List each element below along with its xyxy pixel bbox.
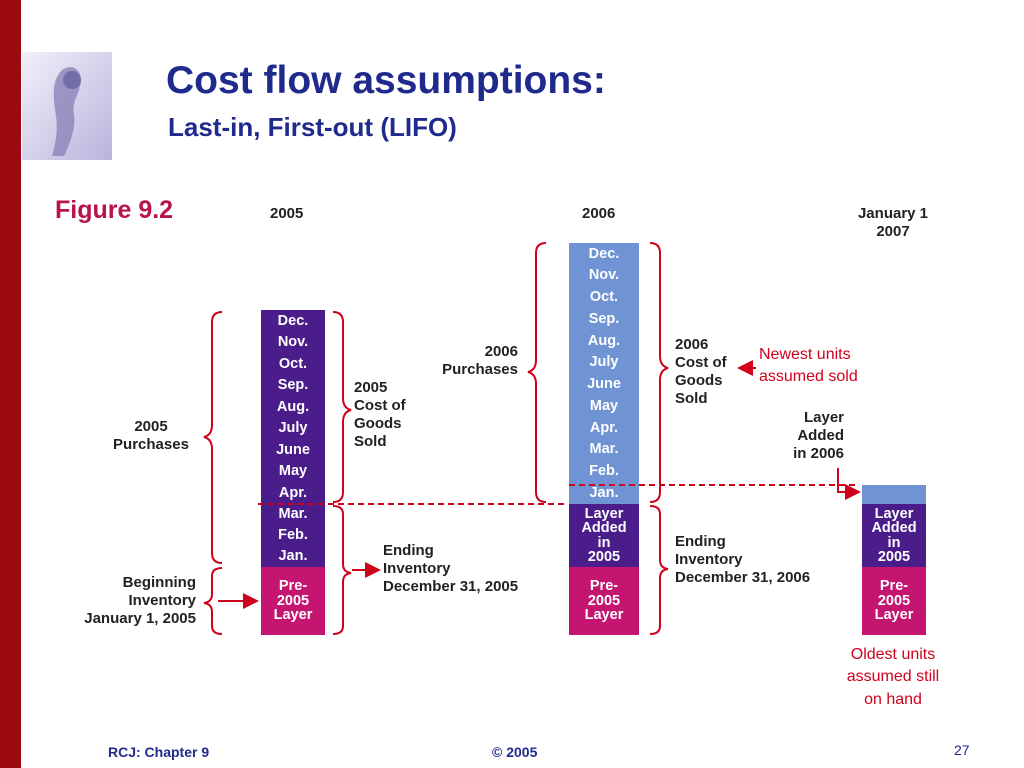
accent-bar <box>0 0 21 768</box>
brace-purchases-2006 <box>527 242 547 503</box>
page-title: Cost flow assumptions: <box>166 59 606 102</box>
column-2006: Dec. Nov. Oct. Sep. Aug. July June May A… <box>569 243 639 635</box>
pre-2005-layer: Pre- 2005 Layer <box>261 567 325 635</box>
footer-chapter: RCJ: Chapter 9 <box>108 744 210 760</box>
layer-label: Layer <box>584 607 624 624</box>
layer-label: Added <box>581 520 627 536</box>
month-label: Oct. <box>589 289 619 306</box>
layer-label: Pre- <box>278 578 308 595</box>
month-label: June <box>276 441 310 458</box>
layer-label: 2005 <box>877 592 911 609</box>
month-label: Mar. <box>589 441 619 458</box>
month-label: Apr. <box>589 419 619 436</box>
label-purchases-2006: 2006 Purchases <box>442 343 518 378</box>
month-label: May <box>278 463 308 480</box>
figure-label: Figure 9.2 <box>55 196 174 224</box>
month-label: Sep. <box>588 310 620 327</box>
month-label: Oct. <box>278 355 308 372</box>
header-2006: 2006 <box>582 205 616 222</box>
arrow-layer-added-2006 <box>837 468 861 500</box>
purchases-2005-sold: Dec. Nov. Oct. Sep. Aug. July June May A… <box>261 310 325 504</box>
brace-beginning-inventory <box>203 567 223 635</box>
column-jan-2007: Layer Added in 2005 Pre- 2005 Layer <box>862 485 926 635</box>
layer-label: Pre- <box>879 578 909 595</box>
layer-label: in <box>597 534 611 551</box>
month-label: Mar. <box>278 506 308 523</box>
layer-label: Layer <box>874 505 914 522</box>
layer-label: Added <box>871 520 917 536</box>
brace-purchases-2005 <box>203 311 223 564</box>
label-cogs-2005: 2005 Cost of Goods Sold <box>354 379 406 450</box>
header-2005: 2005 <box>270 205 304 222</box>
month-label: June <box>587 376 621 393</box>
layer-label: 2005 <box>276 592 310 609</box>
layer-label: 2005 <box>587 592 621 609</box>
purchases-2005-ending: Mar. Feb. Jan. <box>261 504 325 567</box>
label-cogs-2006: 2006 Cost of Goods Sold <box>675 336 727 407</box>
month-label: Nov. <box>588 267 620 284</box>
month-label: Jan. <box>589 484 619 501</box>
layer-label: in <box>887 534 901 551</box>
brace-cogs-2005 <box>332 311 352 503</box>
brace-ending-2006 <box>649 505 669 635</box>
month-label: Feb. <box>589 463 619 480</box>
page-subtitle: Last-in, First-out (LIFO) <box>168 112 457 142</box>
month-label: July <box>589 354 619 371</box>
note-newest-units: Newest units assumed sold <box>759 346 858 386</box>
purchases-2006: Dec. Nov. Oct. Sep. Aug. July June May A… <box>569 243 639 504</box>
layer-label: 2005 <box>877 549 911 565</box>
brace-ending-2005 <box>332 505 352 635</box>
month-label: May <box>589 397 619 414</box>
page-number: 27 <box>954 742 970 758</box>
layer-added-2005: Layer Added in 2005 <box>569 504 639 567</box>
month-label: Jan. <box>278 548 308 565</box>
label-layer-added-2006: Layer Added in 2006 <box>793 409 844 462</box>
header-jan-2007: January 1 2007 <box>857 205 929 240</box>
layer-label: Pre- <box>589 578 619 595</box>
layer-label: Layer <box>584 505 624 522</box>
note-oldest-units: Oldest units assumed still on hand <box>846 646 940 708</box>
month-label: Aug. <box>587 332 621 349</box>
month-label: Dec. <box>588 245 620 262</box>
layer-added-2005: Layer Added in 2005 <box>862 504 926 567</box>
layer-added-2006 <box>862 485 926 504</box>
column-2005: Dec. Nov. Oct. Sep. Aug. July June May A… <box>261 310 325 635</box>
month-label: Sep. <box>277 377 309 394</box>
footer-copyright: © 2005 <box>492 744 538 760</box>
logo-image <box>22 52 112 160</box>
month-label: Apr. <box>278 484 308 501</box>
month-label: Aug. <box>276 398 310 415</box>
label-ending-2005: Ending Inventory December 31, 2005 <box>383 542 519 595</box>
month-label: Dec. <box>277 312 309 329</box>
layer-label: Layer <box>273 607 313 624</box>
label-purchases-2005: 2005 Purchases <box>113 418 189 453</box>
layer-label: Layer <box>874 607 914 624</box>
month-label: July <box>278 420 308 437</box>
brace-cogs-2006 <box>649 242 669 503</box>
layer-label: 2005 <box>587 549 621 565</box>
label-ending-2006: Ending Inventory December 31, 2006 <box>675 533 811 586</box>
month-label: Nov. <box>277 334 309 351</box>
pre-2005-layer: Pre- 2005 Layer <box>569 567 639 635</box>
month-label: Feb. <box>278 527 308 544</box>
label-beginning-inventory: Beginning Inventory January 1, 2005 <box>84 574 196 627</box>
pre-2005-layer: Pre- 2005 Layer <box>862 567 926 635</box>
